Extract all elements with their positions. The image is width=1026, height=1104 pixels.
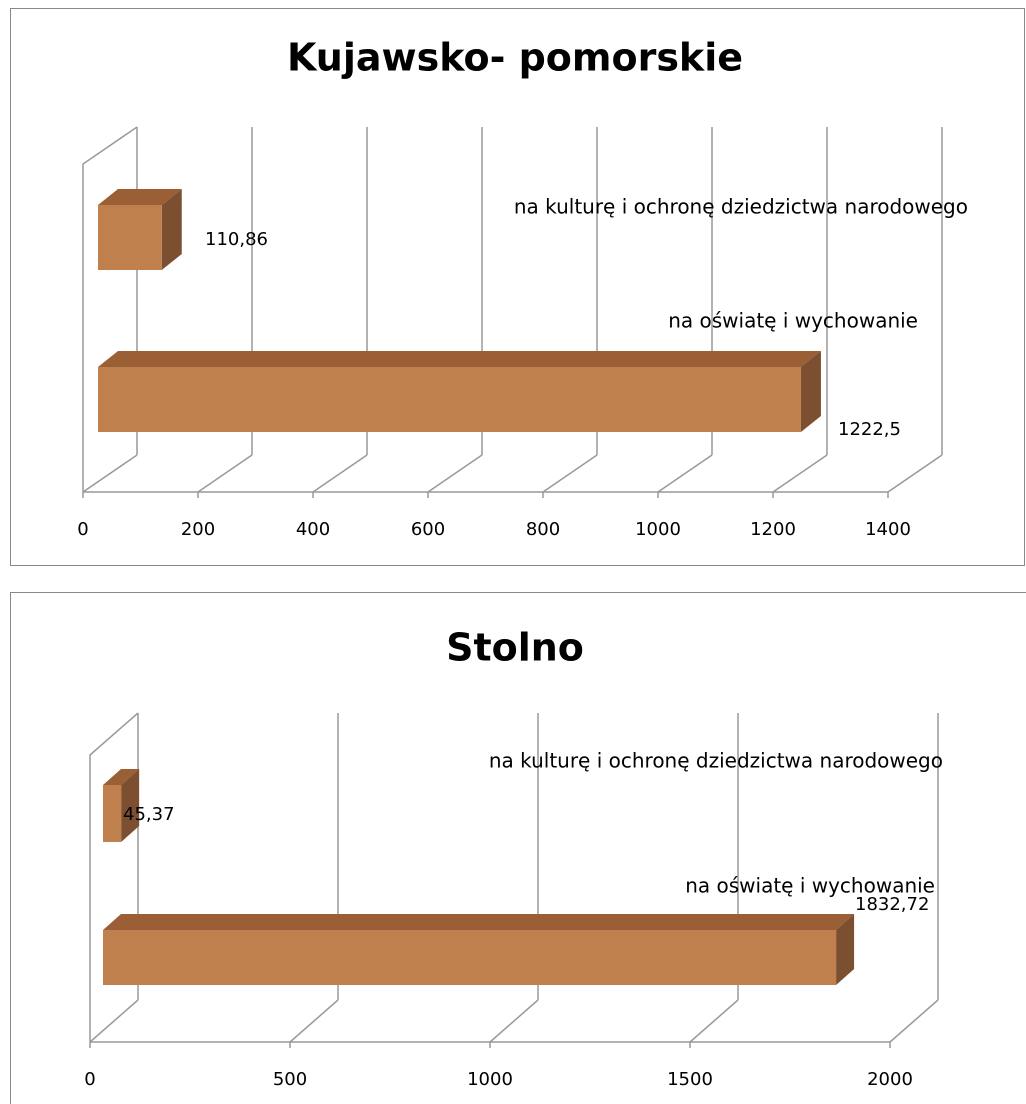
x-tick-label: 600	[411, 519, 445, 540]
bar	[98, 367, 801, 432]
chart-title: Stolno	[446, 626, 584, 670]
side-wall	[82, 126, 138, 492]
x-tick-label: 400	[296, 519, 330, 540]
floor-line	[89, 999, 139, 1043]
category-label: na kulturę i ochronę dziedzictwa narodow…	[514, 195, 968, 219]
floor-line	[657, 454, 713, 493]
x-tick-label: 0	[84, 1069, 95, 1090]
floor-line	[289, 999, 339, 1043]
floor-line	[197, 454, 253, 493]
floor-line	[772, 454, 828, 493]
chart-title: Kujawsko- pomorskie	[287, 36, 743, 80]
floor-line	[689, 999, 739, 1043]
bar-top	[103, 914, 855, 930]
value-label: 1832,72	[855, 894, 929, 915]
bar	[103, 785, 122, 842]
value-label: 110,86	[205, 229, 268, 250]
x-tick-label: 500	[273, 1069, 307, 1090]
floor-line	[889, 999, 939, 1043]
side-wall	[89, 712, 139, 1042]
floor-line	[82, 454, 138, 493]
chart-frame	[10, 8, 1025, 566]
x-tick-label: 1500	[667, 1069, 713, 1090]
x-tick-label: 200	[181, 519, 215, 540]
x-tick-label: 1400	[865, 519, 911, 540]
value-label: 1222,5	[838, 419, 901, 440]
floor-line	[427, 454, 483, 493]
floor-line	[489, 999, 539, 1043]
bar	[103, 930, 837, 985]
x-tick-label: 0	[77, 519, 88, 540]
category-label: na oświatę i wychowanie	[685, 874, 935, 898]
bar-top	[98, 189, 182, 205]
x-tick-label: 800	[526, 519, 560, 540]
x-tick-label: 2000	[867, 1069, 913, 1090]
bar	[98, 205, 162, 270]
value-label: 45,37	[123, 804, 175, 825]
x-tick-label: 1000	[467, 1069, 513, 1090]
bar-side	[800, 351, 821, 432]
category-label: na kulturę i ochronę dziedzictwa narodow…	[489, 749, 943, 773]
bar-top	[103, 769, 140, 785]
floor-line	[887, 454, 943, 493]
x-tick-label: 1200	[750, 519, 796, 540]
x-tick-label: 1000	[635, 519, 681, 540]
category-label: na oświatę i wychowanie	[668, 309, 918, 333]
bar-top	[98, 351, 821, 367]
bar-side	[161, 189, 182, 270]
bar-side	[121, 769, 140, 842]
floor-line	[542, 454, 598, 493]
chart-frame	[10, 592, 1026, 1104]
floor-line	[312, 454, 368, 493]
bar-side	[836, 914, 855, 985]
